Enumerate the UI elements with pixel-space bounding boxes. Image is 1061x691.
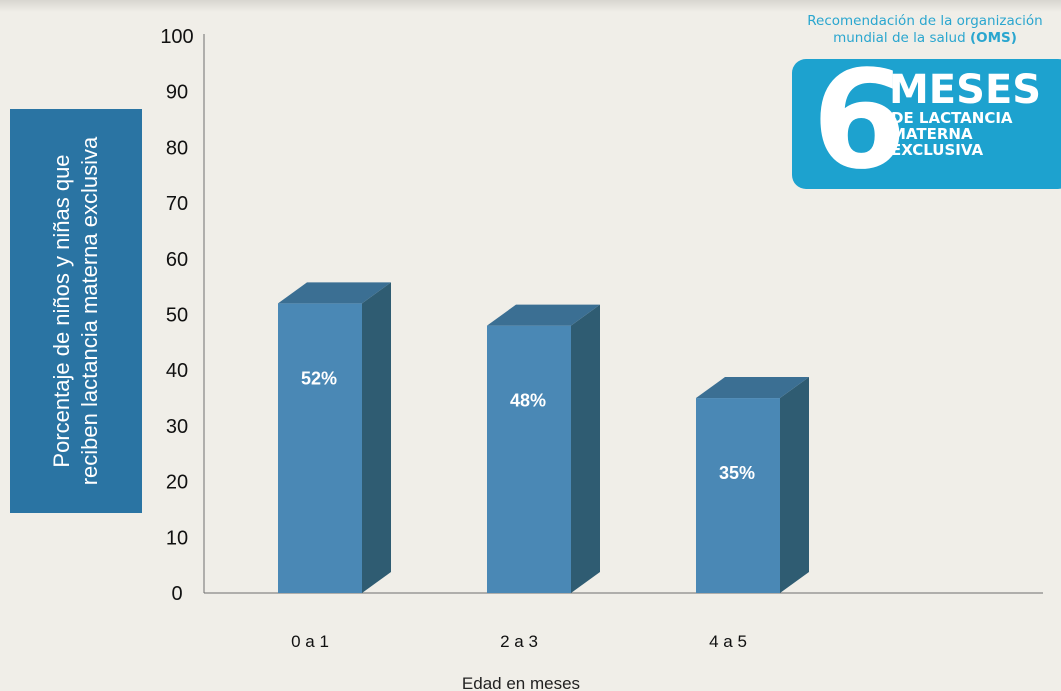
x-tick-label: 0 a 1: [291, 632, 329, 651]
oms-badge-line3: EXCLUSIVA: [891, 141, 984, 159]
x-tick-label: 2 a 3: [500, 632, 538, 651]
y-tick-label: 70: [166, 193, 188, 215]
bar-top: [696, 377, 809, 399]
oms-caption-line2: mundial de la salud (OMS): [780, 30, 1061, 47]
y-tick-label: 60: [166, 249, 188, 271]
bar-value-label: 52%: [301, 368, 337, 388]
y-axis-label: Porcentaje de niños y niñas que reciben …: [49, 136, 102, 486]
x-axis-label: Edad en meses: [462, 674, 580, 691]
y-tick-label: 0: [171, 583, 182, 605]
x-tick-label: 4 a 5: [709, 632, 747, 651]
oms-badge-title: MESES: [889, 67, 1042, 113]
bar-side: [780, 377, 809, 593]
y-tick-labels: 0 10 20 30 40 50 60 70 80 90 100: [160, 26, 193, 605]
bar-top: [487, 304, 600, 326]
oms-badge-line2: MATERNA: [891, 125, 973, 143]
y-tick-label: 80: [166, 137, 188, 159]
x-tick-labels: 0 a 1 2 a 3 4 a 5: [291, 632, 747, 651]
top-shadow: [0, 0, 1061, 12]
oms-badge-number: 6: [812, 42, 907, 200]
bar-front: [278, 303, 362, 593]
bar-side: [362, 282, 391, 593]
oms-caption-line2-text: mundial de la salud: [833, 30, 966, 46]
oms-badge: 6 MESES DE LACTANCIA MATERNA EXCLUSIVA: [792, 51, 1061, 191]
bar-value-label: 48%: [510, 391, 546, 411]
oms-caption-line1: Recomendación de la organización: [807, 13, 1043, 29]
y-axis-label-box: Porcentaje de niños y niñas que reciben …: [10, 109, 142, 513]
bar-front: [487, 325, 571, 593]
bar-front: [696, 398, 780, 593]
y-tick-label: 30: [166, 416, 188, 438]
bar-side: [571, 304, 600, 593]
y-tick-label: 10: [166, 527, 188, 549]
bars: 52% 48% 35%: [278, 282, 809, 593]
oms-caption-abbrev: (OMS): [969, 30, 1017, 46]
bar-top: [278, 282, 391, 304]
y-tick-label: 90: [166, 82, 188, 104]
oms-badge-line1: DE LACTANCIA: [891, 109, 1013, 127]
y-tick-label: 50: [166, 305, 188, 327]
y-tick-label: 20: [166, 472, 188, 494]
bar-value-label: 35%: [719, 463, 755, 483]
oms-caption: Recomendación de la organización mundial…: [780, 13, 1061, 47]
y-tick-label: 40: [166, 360, 188, 382]
y-tick-label: 100: [160, 26, 193, 48]
